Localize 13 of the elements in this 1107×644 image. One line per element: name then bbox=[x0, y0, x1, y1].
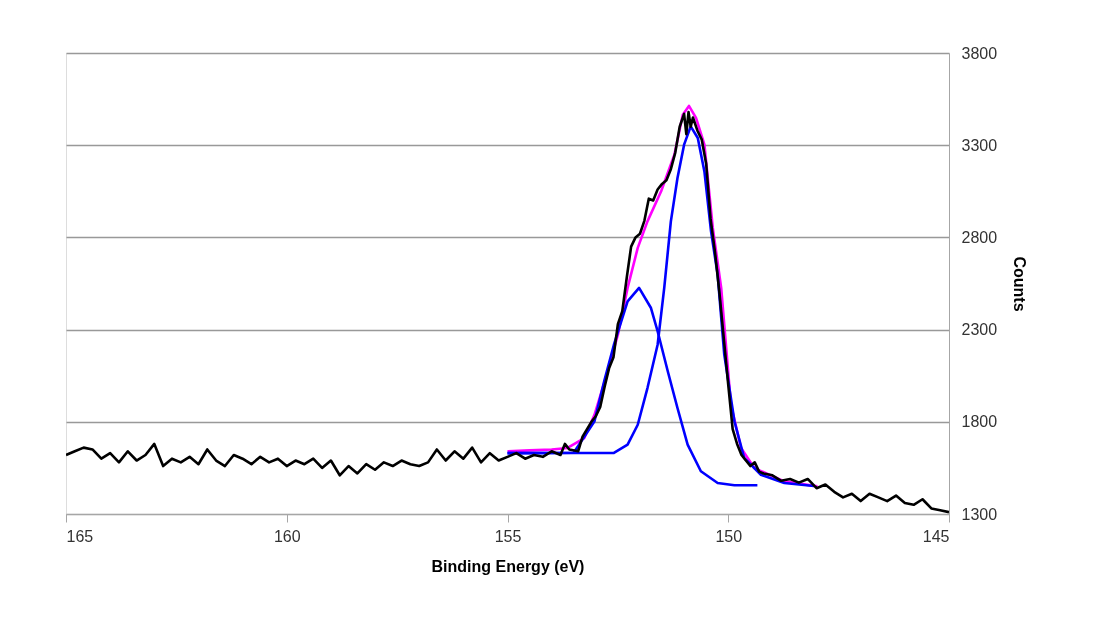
x-axis-title: Binding Energy (eV) bbox=[431, 557, 585, 575]
x-tick-label: 165 bbox=[66, 527, 94, 545]
y-tick-label: 1800 bbox=[961, 413, 998, 431]
x-tick-label: 160 bbox=[273, 527, 301, 545]
y-tick-label: 3800 bbox=[961, 44, 998, 62]
y-tick-label: 2800 bbox=[961, 228, 998, 246]
y-axis-title: Counts bbox=[1011, 256, 1029, 312]
x-tick-label: 150 bbox=[715, 527, 743, 545]
x-tick-label: 145 bbox=[922, 527, 950, 545]
y-tick-label: 2300 bbox=[961, 321, 998, 339]
x-tick-label: 155 bbox=[494, 527, 522, 545]
y-tick-label: 1300 bbox=[961, 505, 998, 523]
y-tick-label: 3300 bbox=[961, 136, 998, 154]
